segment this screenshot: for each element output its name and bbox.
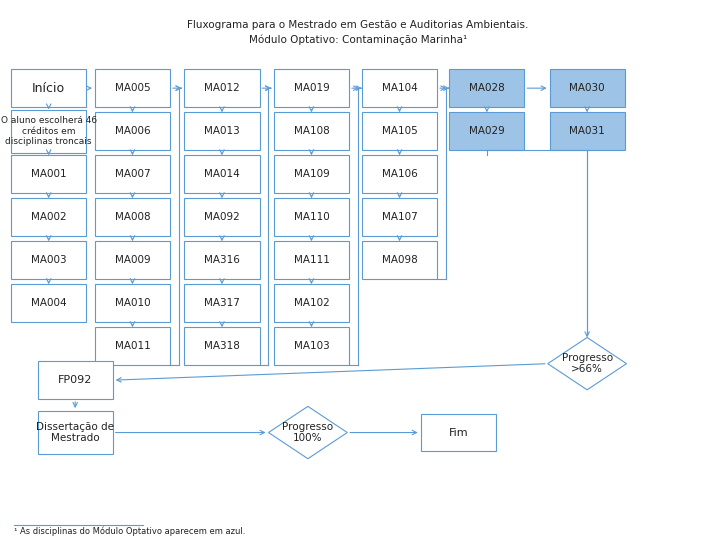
Text: MA316: MA316 [204,255,240,265]
FancyBboxPatch shape [362,198,437,236]
FancyBboxPatch shape [274,241,349,279]
Text: MA111: MA111 [294,255,329,265]
Text: MA098: MA098 [382,255,417,265]
FancyBboxPatch shape [274,284,349,322]
Text: MA102: MA102 [294,298,329,308]
FancyBboxPatch shape [362,241,437,279]
Text: MA103: MA103 [294,341,329,351]
FancyBboxPatch shape [185,327,260,365]
Text: Módulo Optativo: Contaminação Marinha¹: Módulo Optativo: Contaminação Marinha¹ [249,34,467,45]
FancyBboxPatch shape [274,327,349,365]
Text: ¹ As disciplinas do Módulo Optativo aparecem em azul.: ¹ As disciplinas do Módulo Optativo apar… [14,527,246,537]
Text: MA104: MA104 [382,83,417,93]
FancyBboxPatch shape [450,112,524,150]
Text: Progresso
100%: Progresso 100% [282,422,334,444]
Text: MA007: MA007 [115,169,150,179]
Text: MA317: MA317 [204,298,240,308]
FancyBboxPatch shape [421,414,495,451]
Text: MA014: MA014 [204,169,240,179]
Text: MA008: MA008 [115,212,150,222]
FancyBboxPatch shape [362,112,437,150]
FancyBboxPatch shape [95,198,170,236]
Text: MA106: MA106 [382,169,417,179]
Text: FP092: FP092 [58,375,92,385]
Text: MA109: MA109 [294,169,329,179]
FancyBboxPatch shape [274,155,349,193]
FancyBboxPatch shape [95,284,170,322]
FancyBboxPatch shape [450,69,524,107]
Polygon shape [268,407,347,458]
Text: O aluno escolherá 46
créditos em
disciplinas troncais: O aluno escolherá 46 créditos em discipl… [1,116,97,146]
FancyBboxPatch shape [185,241,260,279]
FancyBboxPatch shape [274,198,349,236]
FancyBboxPatch shape [11,284,86,322]
FancyBboxPatch shape [11,155,86,193]
Text: MA031: MA031 [569,126,605,136]
Text: MA006: MA006 [115,126,150,136]
Text: Dissertação de
Mestrado: Dissertação de Mestrado [37,422,114,444]
Text: MA010: MA010 [115,298,150,308]
FancyBboxPatch shape [185,69,260,107]
Text: MA004: MA004 [31,298,67,308]
Text: MA011: MA011 [115,341,150,351]
Text: Fim: Fim [448,428,468,437]
Text: Progresso
>66%: Progresso >66% [561,353,613,375]
Text: MA108: MA108 [294,126,329,136]
Text: Fluxograma para o Mestrado em Gestão e Auditorias Ambientais.: Fluxograma para o Mestrado em Gestão e A… [188,20,528,30]
Text: MA009: MA009 [115,255,150,265]
FancyBboxPatch shape [95,155,170,193]
FancyBboxPatch shape [95,69,170,107]
Text: MA013: MA013 [204,126,240,136]
FancyBboxPatch shape [185,155,260,193]
FancyBboxPatch shape [550,112,624,150]
FancyBboxPatch shape [95,241,170,279]
FancyBboxPatch shape [274,112,349,150]
FancyBboxPatch shape [11,198,86,236]
FancyBboxPatch shape [185,284,260,322]
Text: MA012: MA012 [204,83,240,93]
FancyBboxPatch shape [185,112,260,150]
Text: MA001: MA001 [31,169,67,179]
FancyBboxPatch shape [37,411,113,454]
FancyBboxPatch shape [550,69,624,107]
Polygon shape [548,337,626,390]
Text: MA110: MA110 [294,212,329,222]
Text: MA003: MA003 [31,255,67,265]
Text: MA028: MA028 [469,83,505,93]
Text: MA030: MA030 [569,83,605,93]
Text: MA005: MA005 [115,83,150,93]
FancyBboxPatch shape [95,112,170,150]
FancyBboxPatch shape [11,69,86,107]
FancyBboxPatch shape [362,69,437,107]
Text: MA029: MA029 [469,126,505,136]
Text: MA107: MA107 [382,212,417,222]
Text: MA019: MA019 [294,83,329,93]
FancyBboxPatch shape [95,327,170,365]
FancyBboxPatch shape [11,241,86,279]
Text: MA092: MA092 [204,212,240,222]
FancyBboxPatch shape [37,361,113,399]
Text: MA002: MA002 [31,212,67,222]
FancyBboxPatch shape [362,155,437,193]
Text: MA105: MA105 [382,126,417,136]
Text: Início: Início [32,82,65,95]
FancyBboxPatch shape [185,198,260,236]
FancyBboxPatch shape [11,110,86,153]
Text: MA318: MA318 [204,341,240,351]
FancyBboxPatch shape [274,69,349,107]
